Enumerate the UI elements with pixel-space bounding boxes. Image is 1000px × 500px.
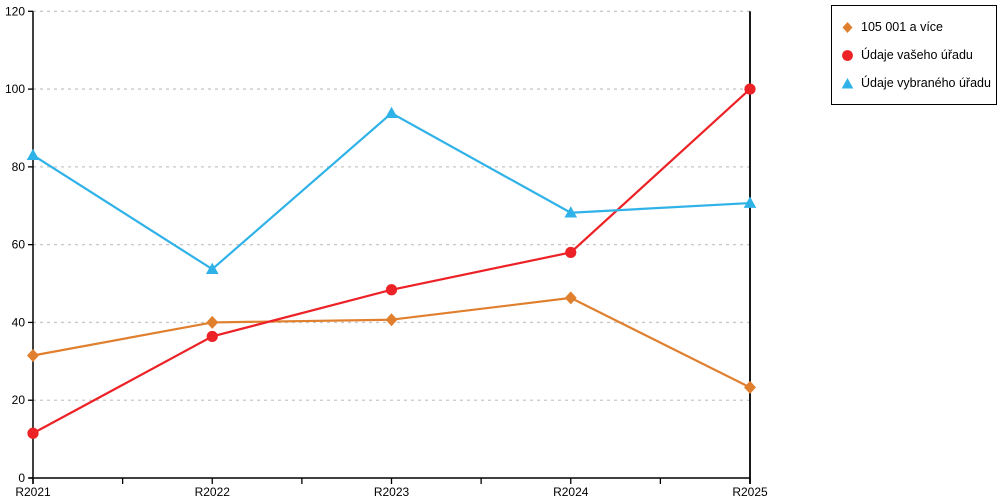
data-point-circle: [565, 246, 577, 259]
data-point-diamond: [744, 380, 756, 394]
circle-marker-icon: [841, 49, 854, 62]
data-point-triangle: [205, 262, 219, 274]
y-tick-label: 120: [5, 4, 25, 18]
data-point-triangle: [26, 148, 40, 160]
legend-item: 105 001 a více: [841, 13, 988, 41]
data-point-diamond: [385, 313, 398, 327]
legend-label: 105 001 a více: [861, 20, 944, 34]
y-tick-label: 100: [5, 82, 25, 96]
triangle-marker-icon: [841, 77, 854, 90]
legend-item: Údaje vašeho úřadu: [841, 41, 988, 69]
y-tick-label: 0: [18, 471, 25, 485]
data-point-triangle: [743, 196, 757, 208]
chart-legend: 105 001 a více Údaje vašeho úřadu Údaje …: [831, 5, 997, 105]
x-tick-label: R2024: [553, 485, 589, 499]
series-line-1: [32, 88, 751, 435]
x-tick-label: R2021: [15, 485, 51, 499]
legend-label: Údaje vybraného úřadu: [861, 76, 991, 90]
diamond-marker-icon: [841, 21, 854, 34]
y-tick-label: 40: [12, 315, 26, 329]
legend-item: Údaje vybraného úřadu: [841, 69, 991, 97]
data-point-triangle: [564, 206, 578, 218]
series-line-2: [32, 111, 751, 271]
x-tick-label: R2022: [195, 485, 231, 499]
y-tick-label: 60: [12, 238, 26, 252]
legend-label: Údaje vašeho úřadu: [861, 48, 973, 62]
data-point-circle: [744, 83, 756, 95]
data-point-circle: [385, 284, 398, 296]
data-point-diamond: [27, 348, 39, 362]
data-point-circle: [206, 330, 218, 343]
data-point-circle: [27, 427, 39, 439]
data-point-triangle: [385, 106, 398, 118]
data-point-diamond: [564, 291, 577, 305]
x-tick-label: R2023: [374, 485, 410, 499]
x-tick-label: R2025: [732, 485, 768, 499]
y-tick-label: 80: [12, 160, 26, 174]
y-tick-label: 20: [12, 393, 26, 407]
data-point-diamond: [206, 315, 219, 329]
